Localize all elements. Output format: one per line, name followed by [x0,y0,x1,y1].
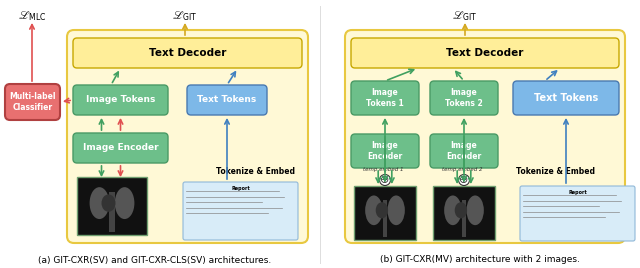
Text: Tokenize & Embed: Tokenize & Embed [216,168,294,177]
Bar [383,199,387,237]
Text: Text Tokens: Text Tokens [534,93,598,103]
Ellipse shape [444,195,461,225]
Text: temp embed 2: temp embed 2 [442,167,483,172]
FancyBboxPatch shape [73,85,168,115]
FancyBboxPatch shape [351,134,419,168]
Text: Text Tokens: Text Tokens [197,95,257,105]
Ellipse shape [90,187,109,219]
Text: (a) GIT-CXR(SV) and GIT-CXR-CLS(SV) architectures.: (a) GIT-CXR(SV) and GIT-CXR-CLS(SV) arch… [38,255,271,265]
Ellipse shape [467,195,484,225]
FancyBboxPatch shape [520,186,635,241]
Bar [433,186,495,240]
Text: ⊕: ⊕ [460,175,468,185]
Text: Image Encoder: Image Encoder [83,143,158,152]
Text: $\mathscr{L}_{\mathrm{MLC}}$: $\mathscr{L}_{\mathrm{MLC}}$ [18,9,46,23]
Text: Text Decoder: Text Decoder [149,48,226,58]
Text: Image
Encoder: Image Encoder [367,141,403,161]
Text: Text Decoder: Text Decoder [446,48,524,58]
FancyBboxPatch shape [430,134,498,168]
Bar [109,192,115,232]
Ellipse shape [102,194,115,212]
FancyBboxPatch shape [345,30,625,243]
Text: $\mathscr{L}_{\mathrm{GIT}}$: $\mathscr{L}_{\mathrm{GIT}}$ [452,9,478,23]
Text: Image
Encoder: Image Encoder [446,141,482,161]
Text: Image
Tokens 1: Image Tokens 1 [366,88,404,108]
FancyBboxPatch shape [73,133,168,163]
Bar [354,186,416,240]
Bar [461,199,467,237]
Text: Tokenize & Embed: Tokenize & Embed [515,168,595,177]
FancyBboxPatch shape [430,81,498,115]
FancyBboxPatch shape [513,81,619,115]
Ellipse shape [387,195,405,225]
FancyBboxPatch shape [5,84,60,120]
Text: (b) GIT-CXR(MV) architecture with 2 images.: (b) GIT-CXR(MV) architecture with 2 imag… [380,255,580,265]
Ellipse shape [365,195,383,225]
Text: ⊕: ⊕ [380,175,390,185]
Text: Image
Tokens 2: Image Tokens 2 [445,88,483,108]
Circle shape [458,174,470,185]
FancyBboxPatch shape [187,85,267,115]
Text: Image Tokens: Image Tokens [86,95,155,105]
Text: $\mathscr{L}_{\mathrm{GIT}}$: $\mathscr{L}_{\mathrm{GIT}}$ [172,9,198,23]
FancyBboxPatch shape [73,38,302,68]
Text: Report: Report [231,186,250,191]
Text: Report: Report [568,190,587,195]
Ellipse shape [376,202,388,218]
Ellipse shape [115,187,134,219]
Bar [77,177,147,235]
Ellipse shape [454,202,467,218]
Text: temp embed 1: temp embed 1 [363,167,403,172]
FancyBboxPatch shape [351,38,619,68]
Text: Multi-label
Classifier: Multi-label Classifier [9,92,56,112]
FancyBboxPatch shape [183,182,298,240]
FancyBboxPatch shape [67,30,308,243]
Circle shape [380,174,390,185]
FancyBboxPatch shape [351,81,419,115]
